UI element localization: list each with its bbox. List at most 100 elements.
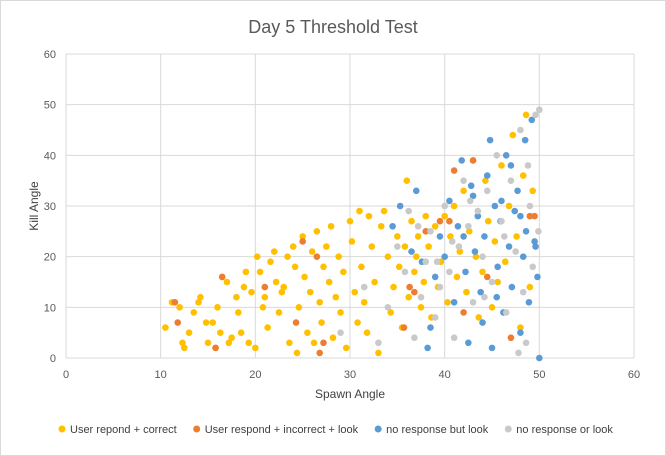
scatter-point <box>346 217 354 225</box>
scatter-point <box>301 273 308 281</box>
scatter-point <box>475 314 483 321</box>
scatter-point <box>275 309 283 316</box>
scatter-point <box>463 288 470 296</box>
scatter-point <box>171 298 179 306</box>
scatter-point <box>509 131 517 139</box>
legend: User repond + correct User respond + inco… <box>58 424 613 436</box>
scatter-point <box>521 136 529 144</box>
scatter-point <box>465 339 472 347</box>
scatter-point <box>411 288 418 296</box>
scatter-point <box>291 263 299 271</box>
series-0 <box>162 111 537 357</box>
scatter-point <box>444 298 451 306</box>
scatter-point <box>455 243 463 250</box>
y-axis-title: Kill Angle <box>27 181 41 231</box>
scatter-point <box>501 258 509 266</box>
scatter-point <box>488 278 496 286</box>
scatter-point <box>431 314 439 321</box>
y-tick-label: 40 <box>44 150 56 162</box>
scatter-point <box>412 253 420 260</box>
scatter-point <box>450 167 458 174</box>
scatter-point <box>264 324 271 331</box>
scatter-point <box>299 233 306 240</box>
scatter-point <box>424 344 431 352</box>
scatter-point <box>396 202 404 210</box>
scatter-point <box>342 344 350 352</box>
y-tick-label: 0 <box>50 353 56 365</box>
scatter-point <box>185 329 193 336</box>
y-tick-label: 20 <box>44 252 56 264</box>
scatter-point <box>348 238 356 245</box>
scatter-point <box>531 238 538 245</box>
scatter-point <box>453 273 461 281</box>
series-1 <box>171 157 538 357</box>
scatter-point <box>529 187 537 195</box>
scatter-point <box>190 309 198 316</box>
scatter-point <box>507 162 515 169</box>
scatter-point <box>511 207 519 215</box>
scatter-point <box>467 182 475 190</box>
scatter-point <box>371 278 378 286</box>
scatter-point <box>412 187 420 195</box>
scatter-point <box>446 268 453 276</box>
scatter-point <box>498 197 505 205</box>
legend-label: no response but look <box>386 424 489 436</box>
scatter-point <box>313 253 321 260</box>
scatter-point <box>240 283 248 291</box>
scatter-point <box>483 172 491 179</box>
scatter-point <box>299 238 306 245</box>
scatter-point <box>390 283 397 291</box>
scatter-point <box>526 212 534 220</box>
scatter-point <box>223 278 231 286</box>
scatter-point <box>536 354 543 362</box>
scatter-point <box>460 233 467 240</box>
scatter-point <box>242 268 250 276</box>
scatter-point <box>517 212 524 220</box>
scatter-point <box>498 217 505 225</box>
scatter-point <box>414 233 422 240</box>
scatter-point <box>212 344 219 352</box>
scatter-point <box>209 319 217 326</box>
legend-item: User repond + correct <box>58 424 177 436</box>
scatter-point <box>448 238 456 245</box>
scatter-point <box>420 278 428 286</box>
scatter-point <box>479 268 486 276</box>
y-tick-label: 50 <box>44 100 56 112</box>
scatter-point <box>358 263 365 271</box>
scatter-point <box>526 202 534 210</box>
scatter-point <box>368 243 376 250</box>
scatter-point <box>375 339 382 347</box>
scatter-point <box>337 329 344 336</box>
scatter-point <box>308 248 316 255</box>
x-tick-label: 20 <box>249 369 261 381</box>
series-2 <box>389 116 543 362</box>
scatter-point <box>318 319 325 326</box>
scatter-point <box>380 207 388 215</box>
scatter-point <box>531 212 538 220</box>
scatter-point <box>484 217 492 225</box>
scatter-point <box>491 238 499 245</box>
scatter-point <box>519 253 527 260</box>
scatter-point <box>488 304 496 311</box>
scatter-point <box>174 319 182 326</box>
scatter-point <box>422 258 430 266</box>
scatter-point <box>486 136 494 144</box>
scatter-point <box>195 298 202 306</box>
scatter-point <box>181 344 188 352</box>
scatter-point <box>417 304 425 311</box>
scatter-point <box>535 228 542 235</box>
scatter-point <box>363 329 371 336</box>
scatter-point <box>405 207 412 215</box>
scatter-point <box>526 283 534 291</box>
scatter-point <box>460 187 467 195</box>
scatter-point <box>414 222 422 230</box>
scatter-point <box>441 253 448 260</box>
scatter-point <box>507 334 515 342</box>
scatter-point <box>267 258 274 266</box>
scatter-point <box>202 319 210 326</box>
scatter-point <box>436 283 444 291</box>
scatter-point <box>214 304 221 311</box>
scatter-point <box>524 162 532 169</box>
legend-item: User respond + incorrect + look <box>193 424 359 436</box>
